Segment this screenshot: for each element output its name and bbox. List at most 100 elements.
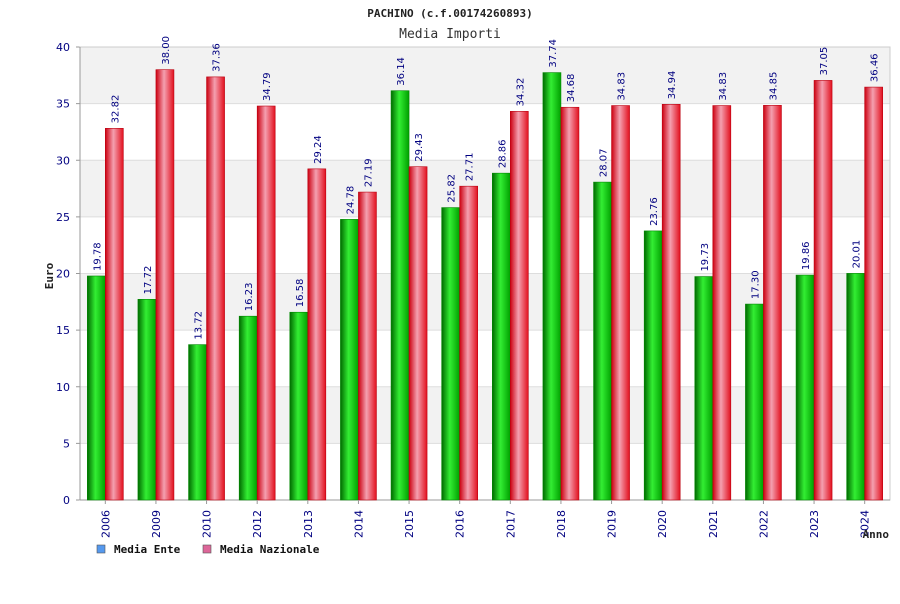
data-label: 34.85	[768, 72, 779, 101]
data-label: 19.86	[801, 241, 812, 270]
data-label: 37.36	[212, 43, 223, 72]
data-label: 16.58	[295, 279, 306, 308]
data-label: 37.05	[819, 47, 830, 76]
data-label: 24.78	[345, 186, 356, 215]
x-tick-label: 2020	[656, 510, 669, 538]
data-label: 13.72	[194, 311, 205, 340]
data-label: 38.00	[161, 36, 172, 65]
legend-label: Media Ente	[114, 543, 181, 556]
legend: Media Ente Media Nazionale	[96, 543, 320, 556]
data-label: 29.43	[414, 133, 425, 162]
data-label: 34.32	[515, 78, 526, 107]
data-label: 34.68	[566, 74, 577, 103]
data-label: 23.76	[649, 197, 660, 226]
x-tick-label: 2019	[606, 510, 619, 538]
data-label: 27.71	[465, 153, 476, 182]
bar-media-nazionale	[763, 105, 782, 501]
x-axis-label: Anno	[863, 528, 890, 541]
bar-media-nazionale	[510, 111, 529, 501]
bar-media-ente	[441, 207, 460, 501]
y-tick-label: 5	[63, 437, 70, 450]
legend-swatch	[202, 544, 212, 554]
bar-media-nazionale	[661, 104, 681, 501]
x-tick-label: 2021	[707, 510, 720, 538]
x-tick-label: 2017	[504, 510, 517, 538]
bar-media-ente	[137, 299, 157, 501]
bar-media-nazionale	[459, 185, 478, 501]
legend-label: Media Nazionale	[220, 543, 320, 556]
y-tick-label: 40	[56, 41, 70, 54]
bar-media-ente	[289, 311, 309, 501]
bar-media-ente	[846, 273, 865, 501]
bar-media-nazionale	[408, 166, 428, 501]
bar-media-ente	[492, 172, 511, 501]
y-tick-label: 30	[56, 154, 70, 167]
x-tick-label: 2006	[99, 510, 112, 538]
bar-media-ente	[340, 219, 359, 501]
x-tick-label: 2014	[352, 510, 365, 538]
data-label: 28.86	[497, 140, 508, 169]
legend-swatch	[96, 544, 106, 554]
bar-media-nazionale	[712, 105, 732, 501]
data-label: 19.73	[700, 243, 711, 272]
x-tick-label: 2022	[757, 510, 770, 538]
data-label: 27.19	[363, 158, 374, 187]
data-label: 25.82	[447, 174, 458, 203]
y-tick-label: 20	[56, 268, 70, 281]
x-tick-label: 2024	[859, 510, 872, 538]
x-tick-label: 2009	[150, 510, 163, 538]
bar-media-nazionale	[256, 105, 276, 501]
data-label: 32.82	[110, 95, 121, 124]
bar-media-nazionale	[155, 69, 175, 501]
y-axis-label: Euro	[43, 262, 56, 289]
y-tick-label: 10	[56, 381, 70, 394]
bar-media-nazionale	[560, 106, 580, 501]
data-label: 34.83	[617, 72, 628, 101]
bar-media-ente	[593, 181, 612, 501]
bar-media-nazionale	[105, 128, 124, 501]
x-tick-label: 2015	[403, 510, 416, 538]
y-tick-label: 0	[63, 494, 70, 507]
bar-media-ente	[694, 276, 714, 501]
bar-media-ente	[238, 315, 258, 501]
value-labels: 19.78 32.82 17.72 38.00 13.72 37.36 16.23 34.79…	[92, 36, 880, 340]
data-label: 36.14	[396, 57, 407, 86]
data-label: 29.24	[313, 135, 324, 164]
data-label: 17.30	[750, 270, 761, 299]
bars	[87, 69, 883, 501]
chart-title: PACHINO (c.f.00174260893)	[367, 7, 533, 20]
data-label: 19.78	[92, 242, 103, 271]
data-label: 34.94	[667, 71, 678, 100]
x-tick-label: 2016	[454, 510, 467, 538]
bar-media-nazionale	[206, 76, 225, 501]
y-tick-label: 35	[56, 98, 70, 111]
bar-media-ente	[87, 275, 106, 501]
bar-media-ente	[643, 230, 663, 501]
data-label: 34.83	[718, 72, 729, 101]
x-tick-labels: 2006 2009 2010 2012 2013 2014 2015 2016 2017 2018…	[99, 500, 872, 538]
chart-subtitle: Media Importi	[399, 27, 501, 42]
bar-media-ente	[745, 303, 764, 501]
y-tick-labels: 0 5 10 15 20 25 30 35 40	[56, 41, 70, 507]
bar-media-ente	[390, 90, 410, 501]
y-tick-label: 25	[56, 211, 70, 224]
data-label: 28.07	[599, 148, 610, 177]
bar-media-ente	[795, 274, 815, 501]
x-tick-label: 2010	[201, 510, 214, 538]
x-tick-label: 2013	[302, 510, 315, 538]
y-tick-label: 15	[56, 324, 70, 337]
bar-media-nazionale	[611, 105, 630, 501]
data-label: 34.79	[262, 72, 273, 101]
bar-media-nazionale	[358, 191, 377, 501]
x-tick-label: 2018	[555, 510, 568, 538]
data-label: 37.74	[548, 39, 559, 68]
x-tick-label: 2023	[808, 510, 821, 538]
data-label: 16.23	[244, 283, 255, 312]
data-label: 20.01	[852, 240, 863, 269]
data-label: 17.72	[143, 266, 154, 295]
bar-media-nazionale	[864, 86, 883, 501]
data-label: 36.46	[870, 53, 881, 82]
bar-media-ente	[542, 72, 562, 501]
bar-media-nazionale	[813, 80, 833, 501]
